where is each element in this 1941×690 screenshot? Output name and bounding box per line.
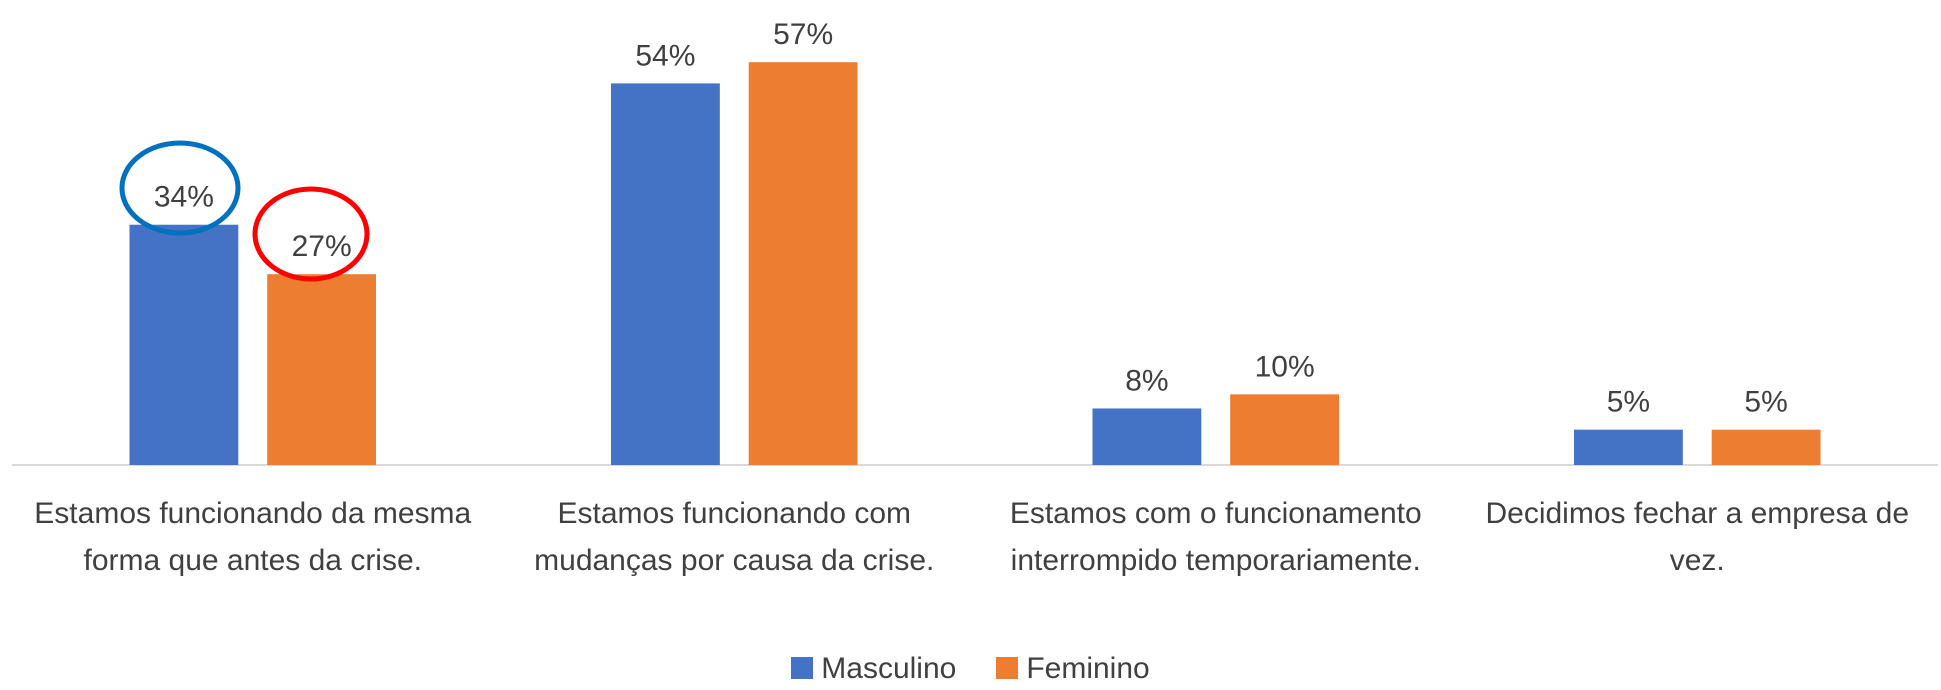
data-label: 34% — [154, 181, 214, 214]
data-label: 57% — [773, 18, 833, 51]
annotation-circle — [252, 186, 370, 282]
data-label: 10% — [1255, 350, 1315, 383]
x-tick-label: Estamos com o funcionamento interrompido… — [1009, 497, 1422, 577]
bar — [1230, 394, 1340, 465]
bar — [610, 83, 720, 466]
data-label: 27% — [292, 230, 352, 263]
data-label: 5% — [1744, 386, 1787, 419]
legend-swatch — [791, 657, 814, 679]
data-label: 54% — [635, 39, 695, 72]
legend-label: Feminino — [1026, 652, 1150, 685]
data-label: 8% — [1125, 364, 1168, 397]
legend-item: Feminino — [996, 652, 1150, 686]
data-label: 5% — [1607, 386, 1650, 419]
bar — [748, 62, 858, 465]
legend-swatch — [996, 657, 1019, 679]
bar — [1573, 429, 1683, 465]
bar — [1711, 429, 1821, 465]
bar — [129, 224, 239, 465]
bar — [267, 274, 377, 465]
legend-label: Masculino — [821, 652, 957, 685]
legend: Masculino Feminino — [0, 652, 1941, 686]
bar — [1092, 408, 1202, 465]
x-tick-label: Estamos funcionando com mudanças por cau… — [534, 497, 935, 577]
legend-item: Masculino — [791, 652, 956, 686]
x-tick-label: Estamos funcionando da mesma forma que a… — [34, 497, 472, 577]
annotation-circle — [119, 140, 241, 236]
x-tick-label: Decidimos fechar a empresa de vez. — [1485, 497, 1910, 577]
